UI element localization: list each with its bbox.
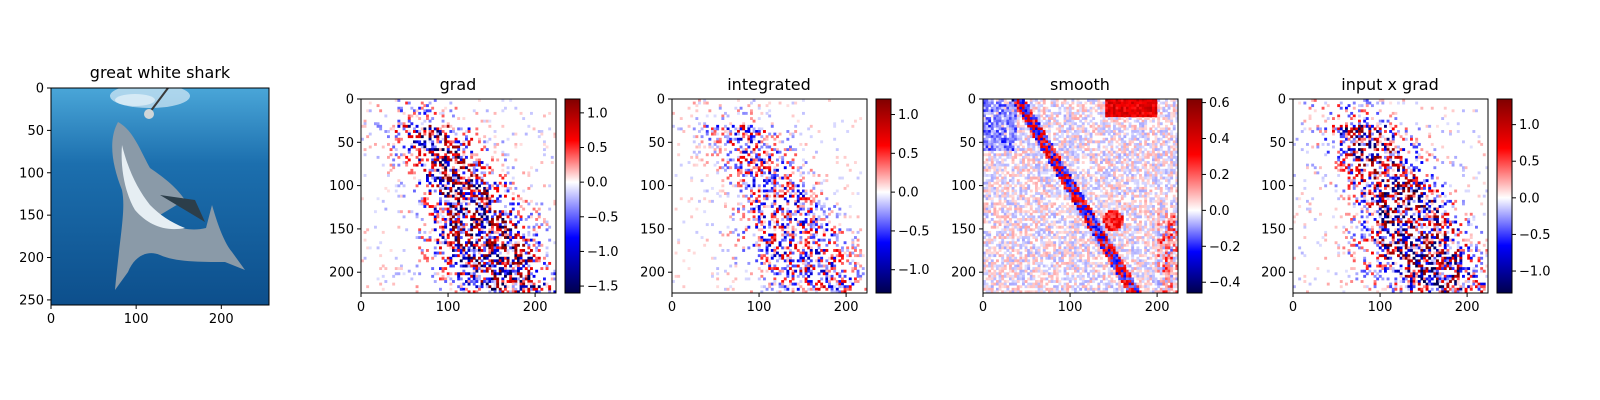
colorbar-tick-label: 0.5 xyxy=(587,141,608,156)
colorbar-tick-label: 0.0 xyxy=(587,176,608,191)
x-tick-label: 0 xyxy=(47,312,55,327)
x-tick-label: 200 xyxy=(1145,300,1170,315)
colorbar-tick-label: −1.5 xyxy=(587,280,619,295)
panel-title: great white shark xyxy=(90,63,231,82)
colorbar-tick-label: −0.5 xyxy=(587,210,619,225)
axis-ticks: 0 100 200 0 50 100 150 200 xyxy=(951,93,1169,316)
y-tick-label: 150 xyxy=(1261,222,1286,237)
y-tick-label: 0 xyxy=(657,93,665,108)
y-tick-label: 50 xyxy=(959,136,976,151)
colorbar-tick-label: 0.5 xyxy=(1519,155,1540,170)
colorbar-input-x-grad: 1.0 0.5 0.0 −0.5 −1.0 xyxy=(1496,98,1551,294)
x-tick-label: 200 xyxy=(1455,300,1480,315)
colorbar-gradient xyxy=(875,98,892,294)
x-tick-label: 0 xyxy=(979,300,987,315)
colorbar-tick-label: 0.4 xyxy=(1209,132,1230,147)
y-tick-label: 150 xyxy=(640,222,665,237)
heatmap-grad xyxy=(361,99,557,294)
colorbar-smooth: 0.6 0.4 0.2 0.0 −0.2 −0.4 xyxy=(1186,96,1241,294)
colorbar-tick-label: −1.0 xyxy=(1519,265,1551,280)
panel-input-x-grad: input x grad 0 100 200 0 50 100 150 200 1.0 0.5 0… xyxy=(1261,75,1550,315)
y-tick-label: 200 xyxy=(640,266,665,281)
axis-ticks: 0 100 200 0 50 100 150 200 xyxy=(1261,93,1479,316)
shark-image xyxy=(51,88,269,305)
colorbar-tick-label: 1.0 xyxy=(587,106,608,121)
x-tick-label: 100 xyxy=(1058,300,1083,315)
colorbar-tick-label: 0.2 xyxy=(1209,168,1230,183)
colorbar-tick-label: −0.4 xyxy=(1209,276,1241,291)
y-tick-label: 50 xyxy=(337,136,354,151)
colorbar-tick-label: 1.0 xyxy=(898,108,919,123)
x-tick-label: 100 xyxy=(124,312,149,327)
panel-smooth: smooth 0 100 200 0 50 100 150 200 0.6 0.4 0.2 0.0 −… xyxy=(951,75,1240,315)
colorbar-tick-label: 0.6 xyxy=(1209,96,1230,111)
y-tick-label: 100 xyxy=(640,179,665,194)
x-tick-label: 100 xyxy=(747,300,772,315)
colorbar-tick-label: 0.0 xyxy=(898,186,919,201)
x-tick-label: 0 xyxy=(1289,300,1297,315)
y-tick-label: 250 xyxy=(19,293,44,308)
y-tick-label: 50 xyxy=(648,136,665,151)
y-tick-label: 0 xyxy=(1278,93,1286,108)
panel-title: smooth xyxy=(1050,75,1110,94)
y-tick-label: 100 xyxy=(19,166,44,181)
colorbar-gradient xyxy=(1186,98,1203,294)
y-tick-label: 150 xyxy=(951,222,976,237)
colorbar-integrated: 1.0 0.5 0.0 −0.5 −1.0 xyxy=(875,98,930,294)
colorbar-gradient xyxy=(1496,98,1513,294)
y-tick-label: 100 xyxy=(1261,179,1286,194)
x-tick-label: 200 xyxy=(523,300,548,315)
panel-title: grad xyxy=(440,75,477,94)
colorbar-tick-label: −0.5 xyxy=(1519,228,1551,243)
y-tick-label: 50 xyxy=(1269,136,1286,151)
heatmap-smooth xyxy=(983,99,1179,294)
x-tick-label: 100 xyxy=(1368,300,1393,315)
y-tick-label: 200 xyxy=(1261,266,1286,281)
colorbar-tick-label: 0.0 xyxy=(1519,191,1540,206)
axis-ticks: 0 100 200 0 50 100 150 200 250 xyxy=(19,82,234,328)
x-tick-label: 0 xyxy=(668,300,676,315)
colorbar-tick-label: 0.0 xyxy=(1209,204,1230,219)
x-tick-label: 100 xyxy=(436,300,461,315)
heatmap-integrated xyxy=(672,99,868,294)
colorbar-tick-label: −0.5 xyxy=(898,224,930,239)
colorbar-tick-label: 1.0 xyxy=(1519,118,1540,133)
y-tick-label: 100 xyxy=(329,179,354,194)
colorbar-tick-label: −1.0 xyxy=(587,245,619,260)
y-tick-label: 150 xyxy=(19,209,44,224)
panel-grad: grad 0 100 200 0 50 100 150 200 1.0 0.5 0.0 −0.5 −1… xyxy=(329,75,618,315)
y-tick-label: 0 xyxy=(346,93,354,108)
colorbar-gradient xyxy=(564,98,581,294)
y-tick-label: 100 xyxy=(951,179,976,194)
colorbar-grad: 1.0 0.5 0.0 −0.5 −1.0 −1.5 xyxy=(564,98,619,295)
panel-title: integrated xyxy=(727,75,811,94)
colorbar-tick-label: −0.2 xyxy=(1209,240,1241,255)
colorbar-tick-label: −1.0 xyxy=(898,263,930,278)
x-tick-label: 200 xyxy=(834,300,859,315)
y-tick-label: 0 xyxy=(968,93,976,108)
x-tick-label: 200 xyxy=(209,312,234,327)
y-tick-label: 200 xyxy=(19,251,44,266)
y-tick-label: 200 xyxy=(951,266,976,281)
axis-ticks: 0 100 200 0 50 100 150 200 xyxy=(640,93,858,316)
y-tick-label: 50 xyxy=(27,124,44,139)
panel-title: input x grad xyxy=(1341,75,1439,94)
heatmap-input-x-grad xyxy=(1293,99,1489,294)
y-tick-label: 0 xyxy=(36,82,44,97)
colorbar-tick-label: 0.5 xyxy=(898,147,919,162)
x-tick-label: 0 xyxy=(357,300,365,315)
panel-shark-photo: great white shark 0 100 200 0 50 100 150 200 250 xyxy=(19,63,270,328)
panel-integrated: integrated 0 100 200 0 50 100 150 200 1.0 0.5 0.0… xyxy=(640,75,929,315)
axis-ticks: 0 100 200 0 50 100 150 200 xyxy=(329,93,547,316)
y-tick-label: 200 xyxy=(329,266,354,281)
y-tick-label: 150 xyxy=(329,222,354,237)
